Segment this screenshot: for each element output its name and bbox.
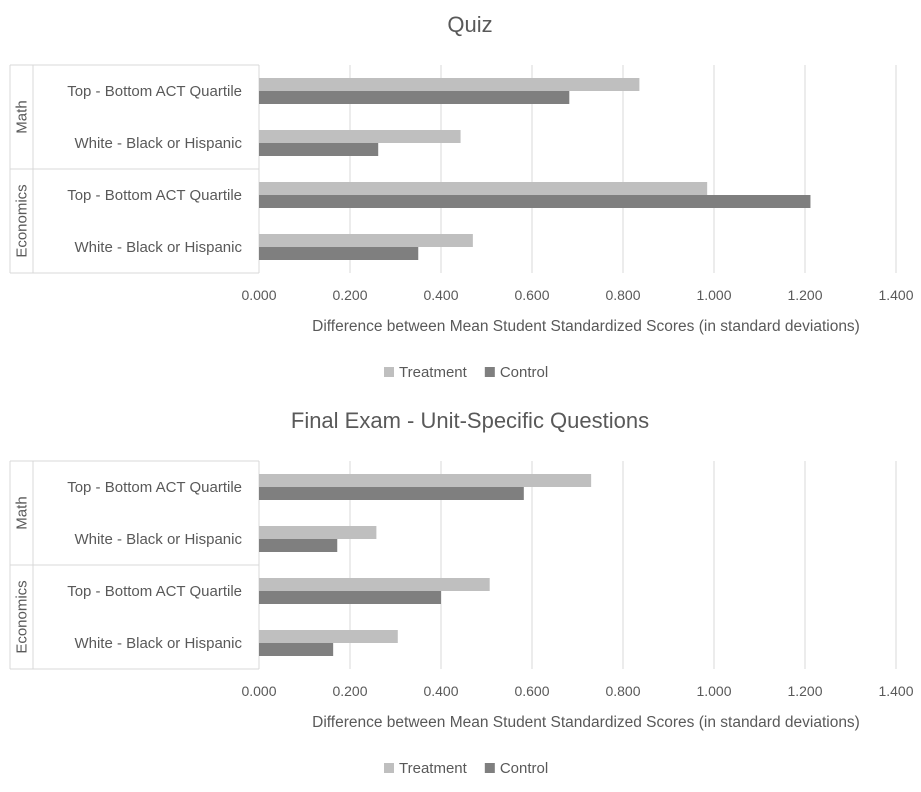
bar-treatment [259,630,398,643]
tick-label: 1.000 [696,683,731,699]
bar-treatment [259,578,490,591]
legend-label-control: Control [500,760,548,777]
tick-label: 0.600 [514,287,549,303]
legend-swatch-treatment [384,763,394,773]
tick-label: 0.400 [423,683,458,699]
bar-control [259,591,441,604]
category-label: Top - Bottom ACT Quartile [67,187,242,204]
x-axis-label: Difference between Mean Student Standard… [312,318,860,335]
tick-label: 1.000 [696,287,731,303]
category-label: Top - Bottom ACT Quartile [67,479,242,496]
chart-title: Quiz [447,12,492,37]
tick-label: 0.200 [332,287,367,303]
bar-treatment [259,474,592,487]
bar-control [259,539,338,552]
tick-label: 0.000 [241,287,276,303]
category-label: White - Black or Hispanic [74,135,242,152]
chart-quiz: Quiz Math Economics Top - Bottom ACT Quarti… [9,12,914,381]
bar-control [259,487,524,500]
tick-label: 1.400 [878,287,913,303]
category-label: Top - Bottom ACT Quartile [67,583,242,600]
bar-treatment [259,182,708,195]
category-label: White - Black or Hispanic [74,239,242,256]
category-label: White - Black or Hispanic [74,531,242,548]
tick-label: 1.200 [787,287,822,303]
category-label: Top - Bottom ACT Quartile [67,83,242,100]
chart-final-exam: Final Exam - Unit-Specific Questions Math… [9,408,914,777]
bar-control [259,643,334,656]
bar-treatment [259,234,473,247]
chart-title: Final Exam - Unit-Specific Questions [291,408,649,433]
bar-treatment [259,130,461,143]
bar-control [259,247,419,260]
bar-control [259,195,811,208]
tick-label: 1.200 [787,683,822,699]
group-label-math: Math [14,100,31,133]
tick-label: 1.400 [878,683,913,699]
legend-swatch-control [484,763,495,773]
legend-label-treatment: Treatment [399,364,468,381]
legend-label-treatment: Treatment [399,760,468,777]
group-label-math: Math [14,496,31,529]
x-axis-label: Difference between Mean Student Standard… [312,714,860,731]
bar-treatment [259,78,640,91]
tick-label: 0.800 [605,683,640,699]
group-label-economics: Economics [14,580,31,653]
tick-label: 0.200 [332,683,367,699]
bar-treatment [259,526,377,539]
legend-label-control: Control [500,364,548,381]
tick-label: 0.400 [423,287,458,303]
tick-label: 0.800 [605,287,640,303]
legend-swatch-treatment [384,367,394,377]
legend-swatch-control [484,367,495,377]
bar-control [259,91,570,104]
tick-label: 0.000 [241,683,276,699]
group-label-economics: Economics [14,184,31,257]
bar-control [259,143,379,156]
tick-label: 0.600 [514,683,549,699]
category-label: White - Black or Hispanic [74,635,242,652]
